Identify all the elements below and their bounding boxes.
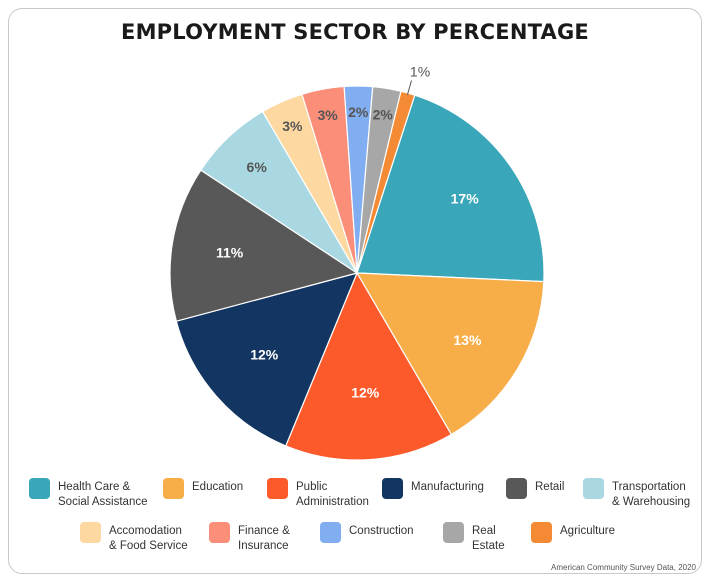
legend-label: Finance & Insurance <box>238 525 290 552</box>
data-label-health-care-social-assistance: 17% <box>451 191 480 207</box>
legend-item-finance-insurance: Finance & Insurance <box>209 522 290 554</box>
data-label-real-estate: 2% <box>373 106 394 122</box>
pie-slice-public-administration <box>284 271 453 461</box>
legend-label: Transportation & Warehousing <box>612 481 691 508</box>
legend-swatch <box>506 478 527 499</box>
pie-slice-manufacturing <box>175 272 359 447</box>
legend-item-agriculture: Agriculture <box>531 522 615 543</box>
legend-item-construction: Construction <box>320 522 414 543</box>
legend-item-accomodation-food-service: Accomodation & Food Service <box>80 522 188 554</box>
legend-item-retail: Retail <box>506 478 564 499</box>
legend-item-manufacturing: Manufacturing <box>382 478 484 499</box>
legend-label: Real Estate <box>472 525 505 552</box>
data-label-agriculture: 1% <box>410 63 430 79</box>
data-label-accomodation-food-service: 3% <box>282 118 303 134</box>
legend-swatch <box>320 522 341 543</box>
legend-swatch <box>209 522 230 543</box>
pie-slice-education <box>355 272 545 436</box>
legend-swatch <box>443 522 464 543</box>
data-label-public-administration: 12% <box>351 384 380 400</box>
legend-label: Health Care & Social Assistance <box>58 481 148 508</box>
data-label-education: 13% <box>453 332 482 348</box>
data-label-finance-insurance: 3% <box>317 107 338 123</box>
pie-slice-health-care-social-assistance <box>356 94 545 283</box>
legend-item-transportation-warehousing: Transportation & Warehousing <box>583 478 690 510</box>
legend-label: Manufacturing <box>411 481 484 493</box>
legend-label: Public Administration <box>296 481 369 508</box>
data-label-construction: 2% <box>348 104 369 120</box>
legend-item-education: Education <box>163 478 243 499</box>
legend-item-health-care-social-assistance: Health Care & Social Assistance <box>29 478 148 510</box>
legend-swatch <box>80 522 101 543</box>
source-note: American Community Survey Data, 2020 <box>551 563 696 572</box>
legend-label: Retail <box>535 481 565 493</box>
legend-swatch <box>29 478 50 499</box>
legend-label: Education <box>192 481 244 493</box>
data-label-manufacturing: 12% <box>250 346 279 362</box>
data-label-transportation-warehousing: 6% <box>247 159 268 175</box>
legend-swatch <box>531 522 552 543</box>
data-label-retail: 11% <box>216 244 244 260</box>
legend-item-public-administration: Public Administration <box>267 478 369 510</box>
legend-swatch <box>267 478 288 499</box>
legend-swatch <box>163 478 184 499</box>
legend-label: Construction <box>349 525 414 537</box>
legend-item-real-estate: Real Estate <box>443 522 505 554</box>
legend-swatch <box>382 478 403 499</box>
legend-swatch <box>583 478 604 499</box>
chart-title: EMPLOYMENT SECTOR BY PERCENTAGE <box>121 20 589 44</box>
leader-line-agriculture <box>406 80 412 96</box>
legend-label: Accomodation & Food Service <box>109 525 188 552</box>
pie-slice-retail <box>169 169 359 322</box>
legend-label: Agriculture <box>560 525 615 537</box>
